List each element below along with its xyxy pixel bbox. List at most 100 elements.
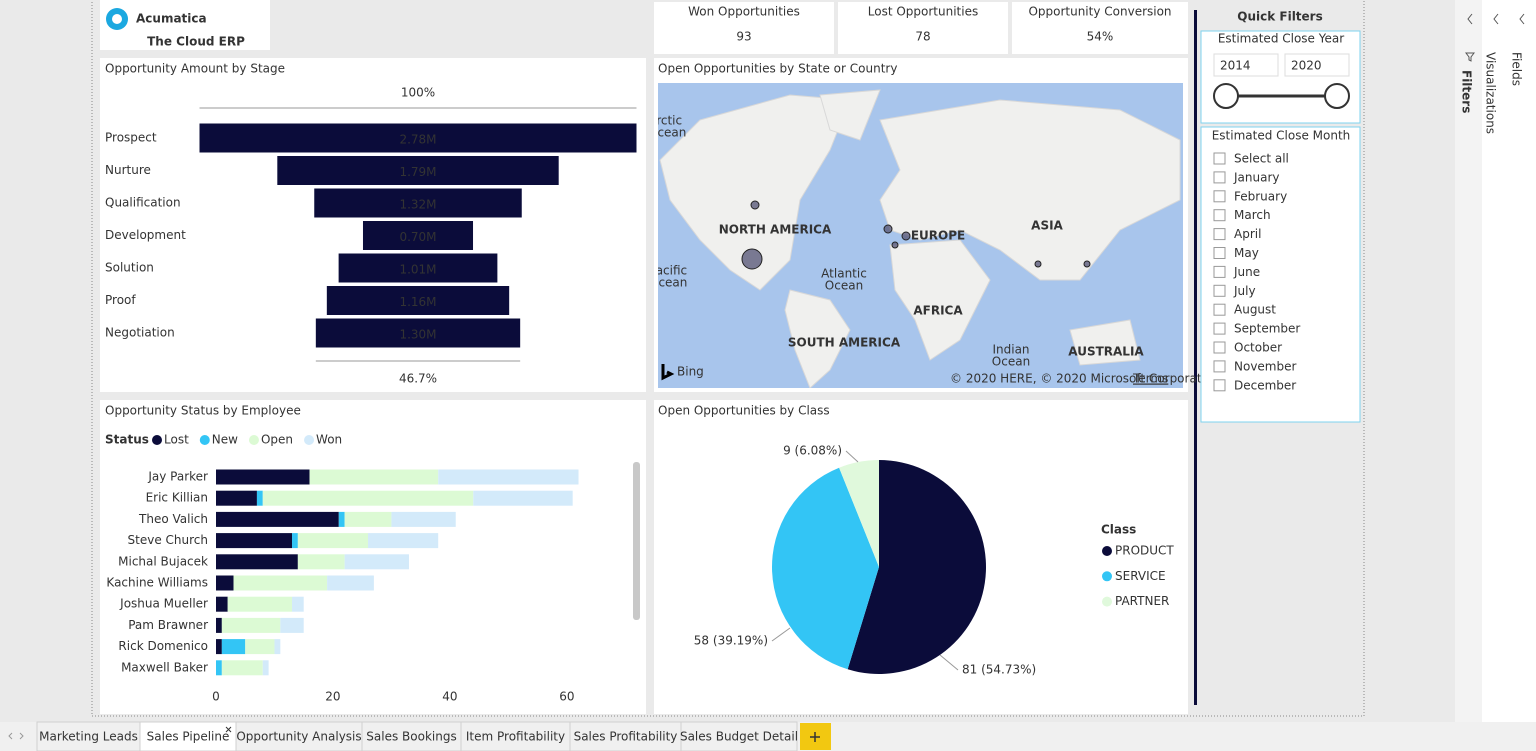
tile (838, 2, 1008, 54)
legend-dot (1102, 571, 1112, 582)
tab-scroll[interactable] (8, 732, 24, 740)
ocean-label: Arctic (648, 114, 682, 128)
legend-label[interactable]: Open (261, 433, 293, 447)
month-option[interactable]: January (1233, 170, 1280, 184)
legend-label[interactable]: PARTNER (1115, 594, 1169, 608)
ocean-label: Ocean (649, 276, 687, 290)
slicer (1200, 126, 1361, 423)
leader-line (845, 450, 859, 463)
map[interactable]: NORTH AMERICA EUROPE ASIA AFRICA SOUTH AMERI… (648, 83, 1183, 388)
bar-segment (216, 639, 222, 655)
map-bubble[interactable] (901, 231, 911, 241)
pie-slice[interactable] (839, 460, 879, 567)
pie-slice[interactable] (847, 460, 986, 674)
bar-segment (297, 554, 345, 570)
tab[interactable] (235, 721, 363, 751)
collapse-icons[interactable] (1467, 13, 1525, 25)
year-input[interactable] (1284, 53, 1350, 77)
checkbox[interactable] (1213, 360, 1226, 373)
bar-segment (344, 511, 392, 527)
legend-label[interactable]: New (212, 433, 238, 447)
continent-label: AFRICA (913, 304, 963, 318)
ocean-label: Indian (992, 343, 1029, 357)
stage-label: Development (105, 228, 186, 242)
month-option[interactable]: May (1234, 246, 1259, 260)
year-input[interactable] (1213, 53, 1279, 77)
bar-segment (262, 490, 474, 506)
continent-label: ASIA (1031, 219, 1063, 233)
map-bubble[interactable] (891, 241, 899, 249)
checkbox[interactable] (1213, 228, 1226, 241)
bar-segment (216, 617, 222, 633)
funnel-bar (315, 318, 521, 348)
checkbox[interactable] (1213, 247, 1226, 259)
month-option[interactable]: November (1234, 359, 1296, 373)
legend-label[interactable]: SERVICE (1115, 569, 1166, 583)
map-bubble[interactable] (741, 248, 763, 270)
month-option[interactable]: Select all (1234, 152, 1289, 166)
checkbox[interactable] (1213, 152, 1226, 165)
checkbox[interactable] (1213, 190, 1226, 203)
pane-label[interactable]: Visualizations (1484, 52, 1498, 134)
add-icon (810, 732, 820, 742)
month-option[interactable]: April (1234, 227, 1261, 241)
checkbox[interactable] (1213, 341, 1226, 354)
checkbox[interactable] (1213, 209, 1226, 222)
bing-icon (661, 364, 675, 381)
checkbox[interactable] (1213, 303, 1226, 316)
legend-dot (1102, 596, 1112, 607)
employee-label: Rick Domenico (118, 639, 208, 653)
map-bubble[interactable] (883, 224, 893, 234)
funnel-bar (199, 123, 637, 153)
legend-label[interactable]: Lost (164, 433, 189, 447)
map-bubble[interactable] (750, 200, 760, 210)
pie-label: 9 (6.08%) (783, 444, 842, 458)
bar-segment (327, 575, 374, 591)
tab-label: Sales Pipeline (147, 730, 230, 744)
tab-label: Sales Bookings (366, 730, 456, 744)
funnel-bar (362, 221, 474, 250)
scrollbar[interactable] (633, 462, 640, 620)
pane-label[interactable]: Filters (1460, 70, 1474, 113)
filters-pane[interactable] (1455, 0, 1482, 722)
month-option[interactable]: December (1234, 378, 1296, 392)
pie-slice[interactable] (772, 467, 879, 670)
employee-label: Maxwell Baker (121, 660, 208, 674)
tab[interactable] (680, 721, 798, 751)
bar-segment (216, 511, 339, 527)
tab[interactable] (569, 721, 682, 751)
tab[interactable] (36, 721, 141, 751)
checkbox[interactable] (1213, 265, 1226, 278)
pie-label: 58 (39.19%) (694, 634, 768, 648)
checkbox[interactable] (1213, 171, 1226, 184)
map-bubble[interactable] (1083, 260, 1091, 268)
legend-title: Status (105, 433, 149, 447)
month-option[interactable]: September (1234, 322, 1300, 336)
month-option[interactable]: March (1234, 208, 1271, 222)
pane-label[interactable]: Fields (1510, 52, 1524, 86)
month-option[interactable]: August (1234, 303, 1276, 317)
map-bubble[interactable] (1034, 260, 1042, 268)
bar-segment (216, 596, 228, 612)
checkbox[interactable] (1213, 284, 1226, 297)
legend-label[interactable]: Won (316, 433, 342, 447)
slider-handle[interactable] (1324, 83, 1350, 109)
ocean-label: Atlantic (821, 267, 867, 281)
month-option[interactable]: February (1234, 189, 1287, 203)
side-panes[interactable] (1482, 0, 1536, 722)
tab[interactable] (361, 721, 462, 751)
month-option[interactable]: July (1233, 284, 1256, 298)
stage-label: Nurture (105, 163, 151, 177)
checkbox[interactable] (1213, 379, 1226, 392)
slider-handle[interactable] (1213, 83, 1239, 109)
funnel-value: 1.32M (399, 198, 436, 212)
employee-label: Theo Valich (138, 512, 208, 526)
month-option[interactable]: October (1234, 341, 1282, 355)
month-option[interactable]: June (1233, 265, 1260, 279)
funnel-bar (277, 156, 559, 185)
checkbox[interactable] (1213, 322, 1226, 335)
continent-label: EUROPE (911, 229, 965, 243)
map-terms[interactable]: Terms (1132, 372, 1168, 386)
tab-close[interactable] (225, 726, 232, 733)
legend-label[interactable]: PRODUCT (1115, 544, 1174, 558)
